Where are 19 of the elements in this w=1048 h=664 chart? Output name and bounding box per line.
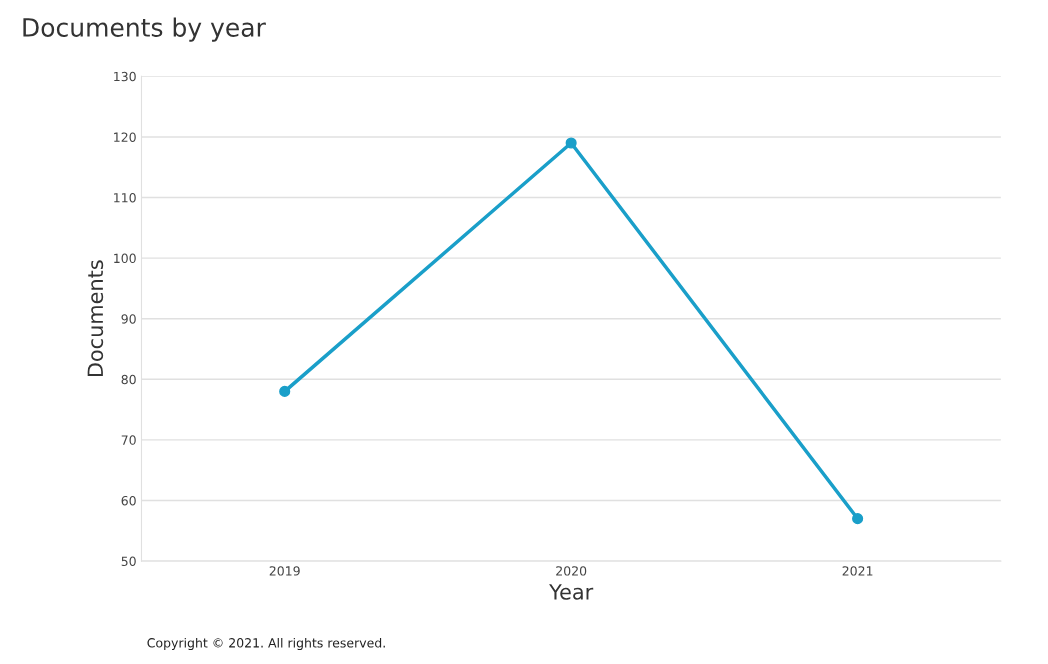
y-tick-label: 70 <box>121 435 136 445</box>
y-tick-label: 120 <box>114 132 136 142</box>
x-tick-label: 2021 <box>842 566 873 576</box>
y-tick-label: 60 <box>121 495 136 506</box>
point <box>852 513 864 525</box>
y-tick-label: 100 <box>114 253 136 264</box>
y-tick-label: 90 <box>121 314 136 324</box>
y-tick-label: 110 <box>114 193 136 203</box>
y-axis-title: Documents <box>87 260 104 377</box>
y-tick-label: 80 <box>121 374 136 385</box>
y-tick-label: 50 <box>121 556 136 567</box>
text: Copyright © 2021. All rights reserved. <box>147 637 385 650</box>
chart-title: Documents by year <box>23 17 266 42</box>
point <box>565 137 577 149</box>
x-axis-title: Year <box>549 584 594 600</box>
x-tick-label: 2020 <box>556 566 587 576</box>
y-tick-label: 130 <box>114 71 136 82</box>
x-tick-label: 2019 <box>269 566 300 576</box>
point <box>279 385 291 397</box>
